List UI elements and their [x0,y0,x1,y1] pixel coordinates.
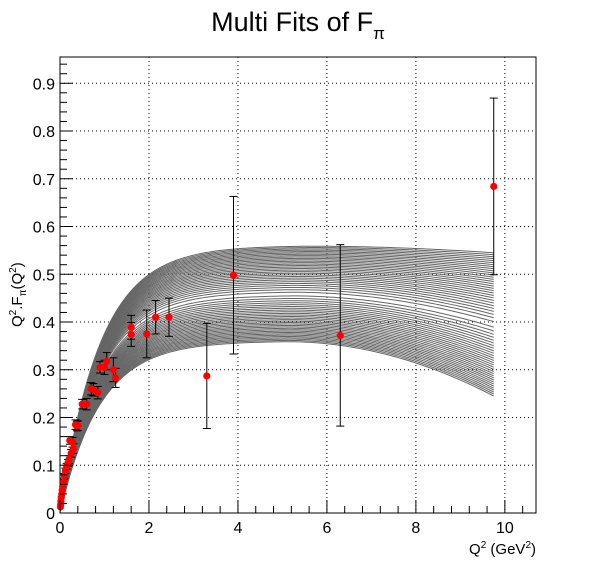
data-point [203,372,211,380]
y-tick-label: 0 [46,506,55,523]
data-point [109,366,117,374]
x-tick-label: 10 [496,520,514,537]
y-tick-label: 0.6 [33,220,55,237]
y-tick-labels: 0 0.1 0.2 0.3 0.4 0.5 0.6 0.7 0.8 0.9 [33,76,55,523]
x-tick-label: 6 [322,520,331,537]
y-axis-title: Q2.Fπ(Q2) [8,262,29,327]
fit-curve [59,245,494,511]
data-point [83,400,91,408]
data-point [100,363,109,371]
y-tick-label: 0.3 [33,363,55,380]
y-tick-label: 0.1 [33,458,55,475]
data-point [74,422,82,430]
y-tick-label: 0.4 [33,315,55,332]
x-tick-label: 0 [56,520,65,537]
data-point [59,478,68,486]
data-point [69,444,77,453]
data-point [229,271,238,279]
x-tick-labels: 0 2 4 6 8 10 [56,520,514,537]
data-point [336,331,344,339]
x-tick-label: 8 [411,520,420,537]
y-tick-label: 0.7 [33,172,55,189]
data-point [94,389,102,397]
data-point [65,455,73,464]
x-axis-title: Q2 (GeV2) [469,540,536,558]
chart-title: Multi Fits of Fπ [211,7,385,43]
data-point [165,313,173,321]
x-tick-label: 4 [233,520,242,537]
data-points [56,182,498,511]
x-tick-label: 2 [145,520,154,537]
data-point [490,182,498,190]
fit-curve [59,295,494,511]
y-tick-label: 0.5 [33,267,55,284]
data-point [152,313,160,321]
y-tick-label: 0.2 [33,411,55,428]
data-point [127,323,135,331]
data-point [143,330,151,338]
data-point [112,374,120,382]
y-tick-label: 0.8 [33,124,55,141]
y-tick-label: 0.9 [33,76,55,93]
data-point [103,357,111,365]
data-point [68,438,77,446]
data-point [127,330,135,339]
axis-ticks [59,63,524,514]
